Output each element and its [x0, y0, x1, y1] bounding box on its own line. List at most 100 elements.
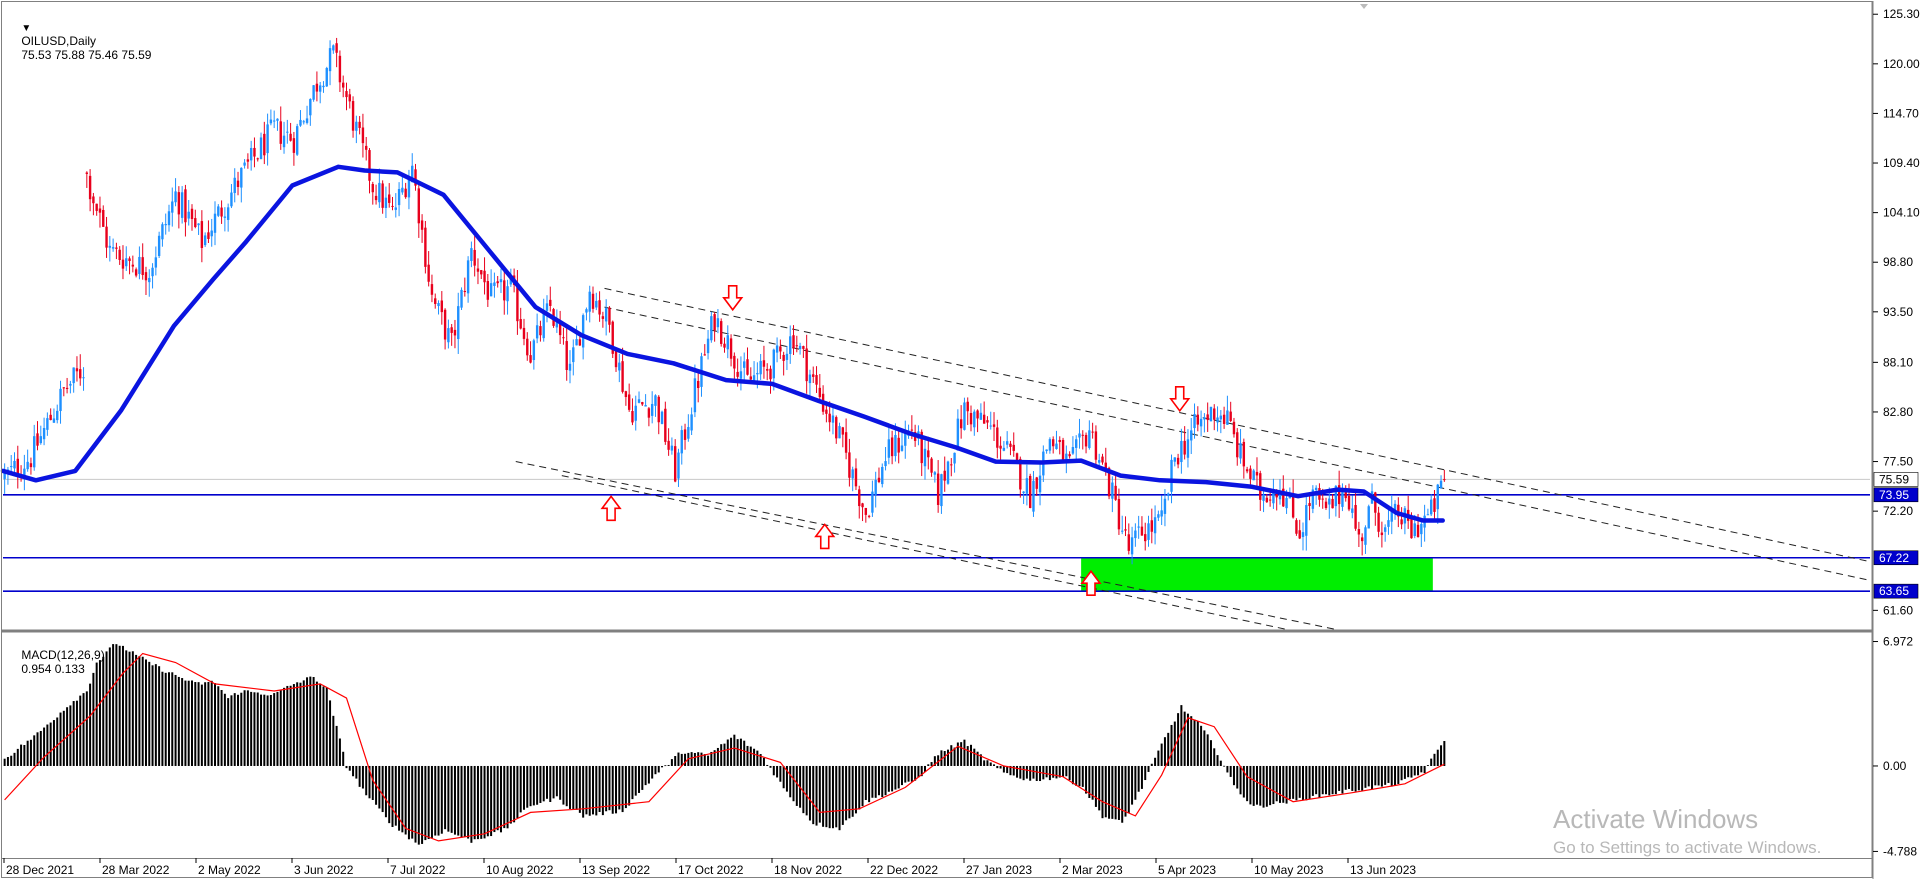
macd-histogram-bar [1364, 765, 1367, 788]
price-tick-label: 120.00 [1883, 57, 1920, 71]
macd-histogram-bar [1101, 765, 1104, 819]
macd-histogram-bar [529, 765, 532, 807]
macd-histogram-bar [437, 765, 440, 836]
candle-body [233, 177, 236, 194]
macd-histogram-bar [845, 765, 848, 821]
macd-histogram-bar [1417, 765, 1420, 776]
candle-body [532, 340, 536, 361]
candle-body [1354, 504, 1357, 529]
candle-body [989, 425, 992, 427]
candle-body [312, 85, 315, 100]
candle-body [269, 119, 273, 124]
macd-histogram-bar [194, 682, 197, 766]
macd-histogram-bar [1206, 734, 1209, 766]
macd-histogram-bar [572, 765, 575, 810]
time-tick-label: 2 Mar 2023 [1062, 863, 1123, 877]
macd-histogram-bar [102, 656, 105, 766]
macd-histogram-bar [555, 765, 558, 797]
candle-body [1416, 524, 1420, 538]
macd-histogram-bar [52, 720, 55, 766]
macd-histogram-bar [690, 752, 693, 766]
candle-body [864, 507, 868, 515]
candle-body [841, 427, 845, 435]
candle-body [1213, 408, 1216, 420]
macd-histogram-bar [1265, 765, 1268, 807]
candle-body [1167, 493, 1170, 497]
candle-body [197, 223, 200, 226]
candle-body [1324, 501, 1328, 509]
macd-histogram-bar [85, 691, 88, 766]
candle-body [203, 235, 207, 246]
macd-histogram-bar [1075, 765, 1078, 786]
macd-histogram-bar [1246, 765, 1249, 802]
macd-histogram-bar [1380, 765, 1383, 787]
level-price-tag-bg [1873, 583, 1919, 599]
candle-body [1367, 506, 1370, 529]
candle-body [792, 335, 795, 349]
macd-histogram-bar [664, 765, 667, 767]
candle-body [404, 188, 407, 198]
candle-body [1439, 480, 1443, 489]
macd-histogram-bar [260, 694, 263, 766]
macd-histogram-bar [1397, 765, 1400, 784]
macd-histogram-bar [927, 764, 930, 766]
candle-body [953, 452, 956, 464]
macd-histogram-bar [947, 749, 950, 766]
macd-histogram-bar [430, 765, 433, 838]
candle-body [1268, 499, 1272, 501]
candle-body [453, 329, 457, 336]
macd-histogram-bar [23, 745, 26, 766]
macd-histogram-bar [1357, 765, 1360, 791]
macd-histogram-bar [966, 746, 969, 766]
macd-histogram-bar [490, 765, 493, 837]
candle-body [483, 270, 486, 283]
level-price-tag: 67.22 [1879, 551, 1909, 565]
macd-histogram-bar [598, 765, 601, 812]
candle-body [111, 247, 115, 249]
macd-histogram-bar [815, 765, 818, 826]
macd-histogram-bar [1160, 743, 1163, 766]
price-tick-label: 104.10 [1883, 206, 1920, 220]
macd-histogram-bar [1311, 765, 1314, 796]
candle-body [562, 337, 565, 339]
time-tick-label: 10 Aug 2022 [486, 863, 554, 877]
macd-histogram-bar [1285, 765, 1288, 804]
macd-histogram-bar [1114, 765, 1117, 820]
candle-body [1078, 433, 1081, 438]
candle-body [618, 362, 621, 371]
macd-histogram-bar [536, 765, 539, 805]
collapse-triangle-icon[interactable]: ▼ [21, 23, 32, 34]
candle-body [88, 175, 92, 200]
macd-histogram-bar [388, 765, 391, 824]
macd-histogram-bar [532, 765, 535, 806]
candle-body [1147, 523, 1150, 540]
macd-histogram-bar [1272, 765, 1275, 805]
macd-histogram-bar [1443, 741, 1446, 766]
candle-body [23, 468, 26, 478]
macd-histogram-bar [726, 739, 729, 766]
macd-histogram-bar [167, 672, 170, 766]
candle-body [496, 281, 499, 284]
candle-body [900, 445, 904, 451]
candle-body [1173, 457, 1177, 462]
candle-body [927, 450, 930, 458]
macd-histogram-bar [33, 735, 36, 766]
candle-body [226, 207, 230, 220]
macd-histogram-bar [792, 765, 795, 802]
level-price-tag-bg [1873, 487, 1919, 503]
candle-body [641, 402, 644, 405]
macd-histogram-bar [608, 765, 611, 811]
candle-body [322, 85, 325, 88]
macd-histogram-bar [1426, 765, 1429, 766]
macd-histogram-bar [125, 650, 128, 766]
candle-body [1229, 411, 1232, 421]
macd-histogram-bar [973, 748, 976, 766]
up-arrow-icon [1080, 569, 1102, 597]
candle-body [1176, 457, 1180, 465]
macd-histogram-bar [315, 681, 318, 766]
candle-body [1252, 470, 1255, 481]
candle-body [881, 466, 884, 485]
macd-histogram-bar [756, 750, 759, 766]
candle-body [766, 369, 769, 371]
macd-histogram-bar [1193, 719, 1196, 766]
